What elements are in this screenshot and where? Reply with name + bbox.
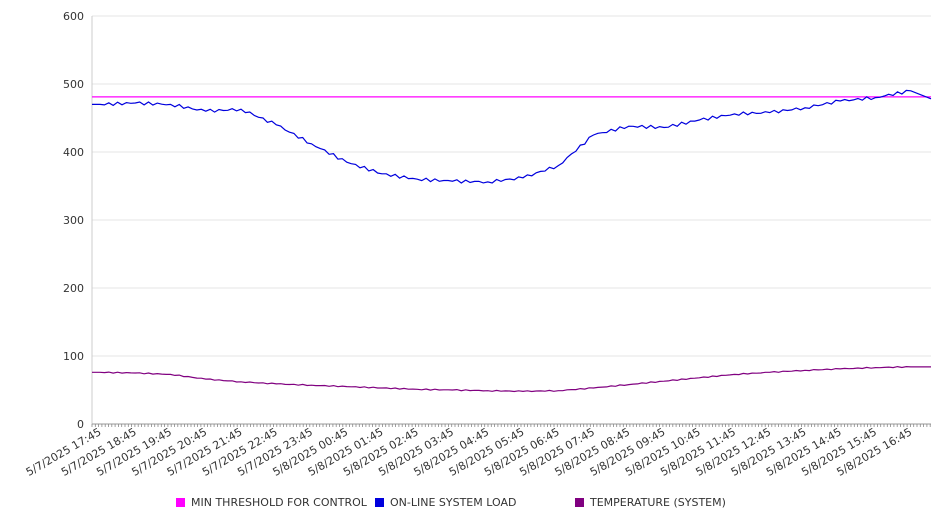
y-tick-label: 100 — [63, 350, 84, 363]
y-tick-label: 300 — [63, 214, 84, 227]
series-lines — [92, 89, 932, 393]
legend-swatch-threshold — [176, 498, 185, 507]
legend-label-system-load: ON-LINE SYSTEM LOAD — [390, 496, 517, 509]
legend-swatch-temperature — [575, 498, 584, 507]
legend-item-temperature: TEMPERATURE (SYSTEM) — [575, 496, 726, 509]
y-tick-label: 500 — [63, 78, 84, 91]
y-axis: 0 100 200 300 400 500 600 — [63, 10, 93, 431]
legend-swatch-system-load — [375, 498, 384, 507]
series-line-2 — [92, 365, 931, 393]
legend: MIN THRESHOLD FOR CONTROL ON-LINE SYSTEM… — [0, 496, 946, 516]
y-tick-label: 400 — [63, 146, 84, 159]
legend-label-temperature: TEMPERATURE (SYSTEM) — [590, 496, 726, 509]
series-line-1 — [92, 89, 932, 184]
line-chart: 0 100 200 300 400 500 600 5/7/2025 17:455/7/20… — [24, 10, 932, 479]
legend-item-system-load: ON-LINE SYSTEM LOAD — [375, 496, 516, 509]
y-tick-label: 0 — [77, 418, 84, 431]
legend-label-threshold: MIN THRESHOLD FOR CONTROL — [191, 496, 367, 509]
y-tick-label: 200 — [63, 282, 84, 295]
legend-item-threshold: MIN THRESHOLD FOR CONTROL — [176, 496, 367, 509]
x-axis: 5/7/2025 17:455/7/2025 18:455/7/2025 19:… — [24, 423, 931, 479]
y-tick-label: 600 — [63, 10, 84, 23]
gridlines — [92, 15, 931, 357]
